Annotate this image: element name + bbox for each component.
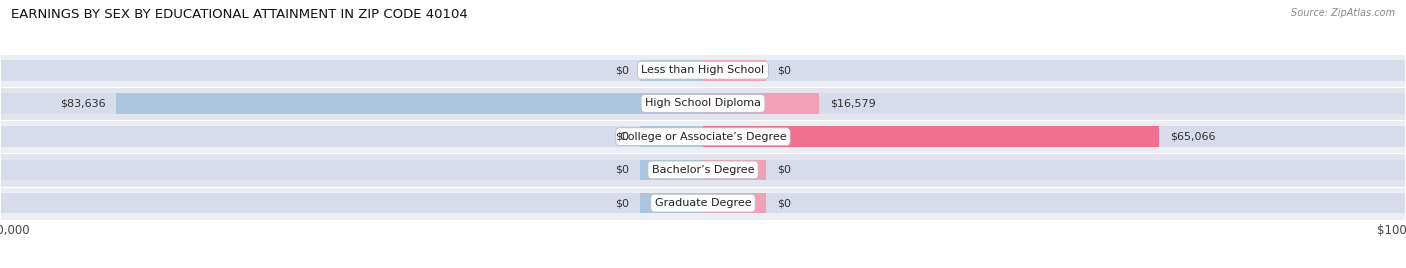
Bar xyxy=(1,153,1405,187)
Text: $0: $0 xyxy=(776,198,790,208)
Text: $0: $0 xyxy=(616,65,630,75)
Text: $0: $0 xyxy=(776,165,790,175)
Bar xyxy=(703,193,766,213)
Text: $65,066: $65,066 xyxy=(1170,132,1216,142)
Text: $16,579: $16,579 xyxy=(830,98,876,109)
Bar xyxy=(703,93,820,114)
Text: Graduate Degree: Graduate Degree xyxy=(655,198,751,208)
Bar xyxy=(1,187,1405,220)
Bar xyxy=(1,193,1405,213)
Bar xyxy=(1,87,1405,120)
Bar xyxy=(1,93,1405,114)
Bar xyxy=(1,120,1405,153)
Text: $83,636: $83,636 xyxy=(60,98,105,109)
Text: EARNINGS BY SEX BY EDUCATIONAL ATTAINMENT IN ZIP CODE 40104: EARNINGS BY SEX BY EDUCATIONAL ATTAINMEN… xyxy=(11,8,468,21)
Text: $0: $0 xyxy=(776,65,790,75)
Text: Bachelor’s Degree: Bachelor’s Degree xyxy=(652,165,754,175)
Text: $0: $0 xyxy=(616,165,630,175)
Bar xyxy=(703,126,1160,147)
Text: Source: ZipAtlas.com: Source: ZipAtlas.com xyxy=(1291,8,1395,18)
Bar xyxy=(640,160,703,180)
Text: $0: $0 xyxy=(616,132,630,142)
Bar xyxy=(1,54,1405,87)
Bar xyxy=(703,60,766,80)
Bar xyxy=(1,60,1405,80)
Text: Less than High School: Less than High School xyxy=(641,65,765,75)
Text: College or Associate’s Degree: College or Associate’s Degree xyxy=(620,132,786,142)
Bar xyxy=(1,126,1405,147)
Bar xyxy=(640,193,703,213)
Bar xyxy=(640,126,703,147)
Bar xyxy=(703,160,766,180)
Bar xyxy=(117,93,703,114)
Text: High School Diploma: High School Diploma xyxy=(645,98,761,109)
Bar xyxy=(640,60,703,80)
Bar xyxy=(1,160,1405,180)
Text: $0: $0 xyxy=(616,198,630,208)
